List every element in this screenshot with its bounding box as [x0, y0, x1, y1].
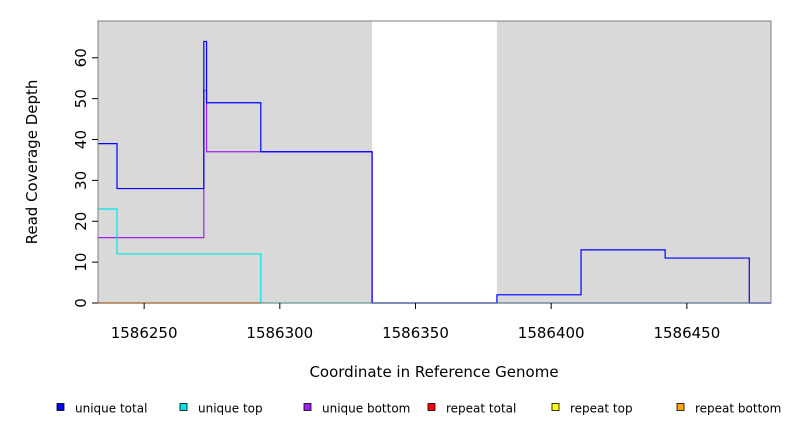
y-tick-label: 50	[72, 89, 90, 108]
uncovered-regions	[372, 21, 497, 303]
legend-item: repeat total	[427, 402, 516, 416]
legend-swatch	[179, 403, 188, 411]
x-tick-label: 1586350	[382, 324, 449, 342]
x-tick-label: 1586250	[111, 324, 178, 342]
legend-item: unique total	[56, 402, 147, 416]
legend-label: repeat top	[570, 402, 633, 416]
legend-swatch	[551, 403, 560, 411]
y-tick-label: 10	[72, 253, 90, 272]
legend-item: repeat top	[551, 402, 633, 416]
legend-swatch	[676, 403, 685, 411]
legend-item: unique top	[179, 402, 263, 416]
legend-swatch	[427, 403, 436, 411]
y-axis: 0 10 20 30 40 50 60	[72, 48, 98, 308]
legend-label: repeat bottom	[695, 402, 781, 416]
legend-label: unique top	[198, 402, 263, 416]
legend-label: repeat total	[446, 402, 516, 416]
y-tick-label: 0	[72, 298, 90, 308]
uncovered-region	[372, 21, 497, 303]
y-tick-label: 60	[72, 48, 90, 67]
x-axis: 1586250 1586300 1586350 1586400 1586450	[111, 303, 720, 342]
y-axis-title: Read Coverage Depth	[23, 80, 41, 245]
x-tick-label: 1586450	[653, 324, 720, 342]
x-axis-title: Coordinate in Reference Genome	[309, 363, 558, 381]
legend-swatch	[303, 403, 312, 411]
legend: unique total unique top unique bottom repea…	[56, 402, 781, 416]
y-tick-label: 20	[72, 212, 90, 231]
legend-swatch	[56, 403, 65, 411]
plot-frame	[97, 20, 772, 304]
x-tick-label: 1586400	[518, 324, 585, 342]
legend-item: unique bottom	[303, 402, 410, 416]
legend-item: repeat bottom	[676, 402, 781, 416]
legend-label: unique total	[75, 402, 147, 416]
legend-label: unique bottom	[322, 402, 410, 416]
x-tick-label: 1586300	[246, 324, 313, 342]
y-tick-label: 30	[72, 171, 90, 190]
series-line-unique-total	[98, 40, 771, 304]
y-tick-label: 40	[72, 130, 90, 149]
